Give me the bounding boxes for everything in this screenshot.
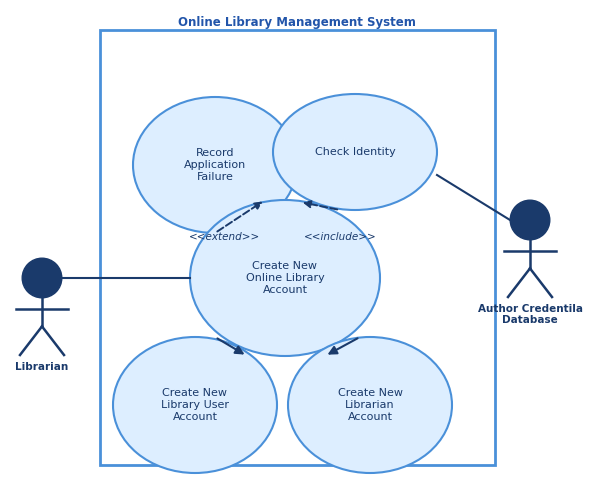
Ellipse shape	[288, 337, 452, 473]
Text: <<include>>: <<include>>	[303, 232, 377, 242]
Text: Librarian: Librarian	[15, 362, 68, 372]
Ellipse shape	[190, 200, 380, 356]
Ellipse shape	[133, 97, 297, 233]
Text: Online Library Management System: Online Library Management System	[178, 16, 416, 29]
Circle shape	[510, 200, 550, 240]
Text: Create New
Librarian
Account: Create New Librarian Account	[337, 388, 402, 422]
Text: <<extend>>: <<extend>>	[189, 232, 261, 242]
Text: Check Identity: Check Identity	[315, 147, 395, 157]
Bar	[100, 30, 495, 465]
Circle shape	[22, 258, 62, 298]
Text: Author Credentila
Database: Author Credentila Database	[478, 304, 583, 325]
Ellipse shape	[273, 94, 437, 210]
Text: Create New
Online Library
Account: Create New Online Library Account	[246, 262, 324, 295]
Text: Create New
Library User
Account: Create New Library User Account	[161, 388, 229, 422]
Ellipse shape	[113, 337, 277, 473]
Text: Record
Application
Failure: Record Application Failure	[184, 148, 246, 181]
